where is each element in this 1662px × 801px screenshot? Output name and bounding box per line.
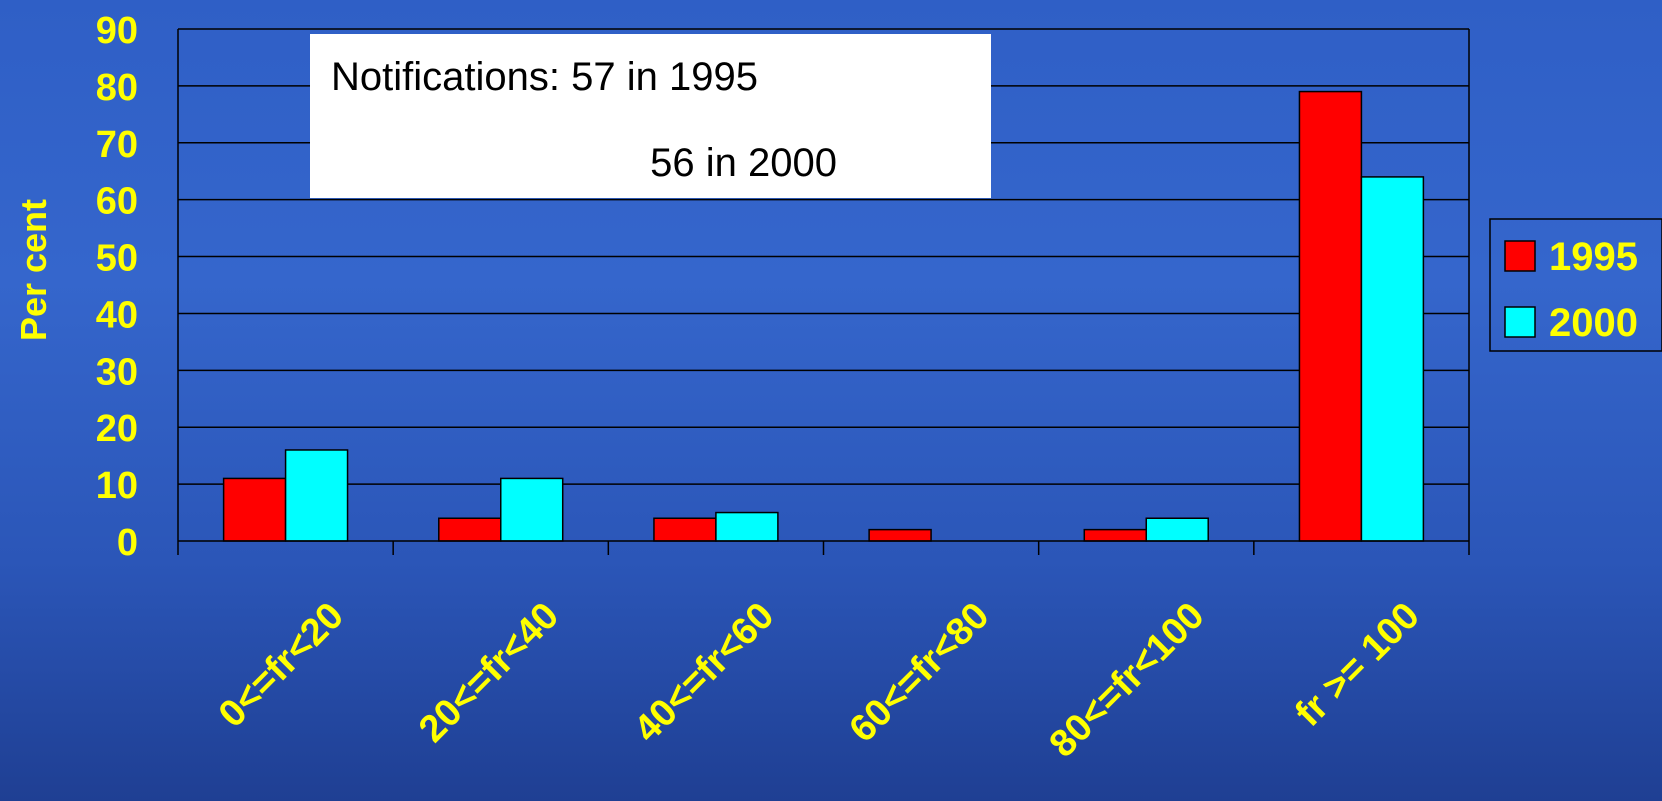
y-axis-label: Per cent: [13, 199, 54, 341]
y-tick-label: 30: [96, 351, 138, 393]
bars: [222, 90, 1425, 542]
y-tick-label: 40: [96, 294, 138, 336]
y-tick-label: 10: [96, 465, 138, 507]
x-tick-label: 0<=fr<20: [211, 595, 352, 736]
y-tick-label: 90: [96, 10, 138, 52]
legend: 1995 2000: [1489, 218, 1662, 352]
bar-2000: [500, 477, 564, 542]
legend-swatch-1995: [1504, 240, 1536, 272]
x-tick-label: 80<=fr<100: [1042, 595, 1213, 766]
x-tick-label: 20<=fr<40: [411, 595, 567, 751]
legend-label-1995: 1995: [1549, 235, 1638, 279]
notifications-note-line-1: Notifications: 57 in 1995: [331, 55, 758, 99]
bar-2000: [1360, 176, 1425, 542]
y-tick-label: 80: [96, 67, 138, 109]
x-tick-label: 60<=fr<80: [841, 595, 997, 751]
x-tick-label: 40<=fr<60: [626, 595, 782, 751]
bar-1995: [1298, 90, 1363, 542]
y-tick-label: 70: [96, 124, 138, 166]
y-tick-label: 0: [117, 522, 138, 564]
notifications-note-line-2: 56 in 2000: [650, 141, 837, 185]
bar-2000: [715, 511, 779, 542]
legend-label-2000: 2000: [1549, 301, 1638, 345]
x-tick-labels: 0<=fr<20 20<=fr<40 40<=fr<60 60<=fr<80 80<=f…: [211, 595, 1428, 766]
bar-1995: [438, 517, 502, 542]
bar-1995: [868, 528, 932, 542]
legend-box: [1489, 218, 1662, 352]
axes: [177, 29, 1470, 555]
y-tick-label: 60: [96, 181, 138, 223]
notifications-note: Notifications: 57 in 1995 56 in 2000: [310, 34, 991, 198]
x-tick-label: fr >= 100: [1288, 595, 1428, 735]
bar-1995: [222, 477, 287, 542]
y-tick-label: 20: [96, 408, 138, 450]
notifications-note-box: [310, 34, 991, 198]
bar-2000: [284, 449, 349, 542]
legend-swatch-2000: [1504, 306, 1536, 338]
bar-1995: [1083, 528, 1147, 542]
bar-1995: [653, 517, 717, 542]
y-tick-labels: 0 10 20 30 40 50 60 70 80 90: [96, 10, 138, 564]
y-tick-label: 50: [96, 238, 138, 280]
bar-2000: [1145, 517, 1209, 542]
